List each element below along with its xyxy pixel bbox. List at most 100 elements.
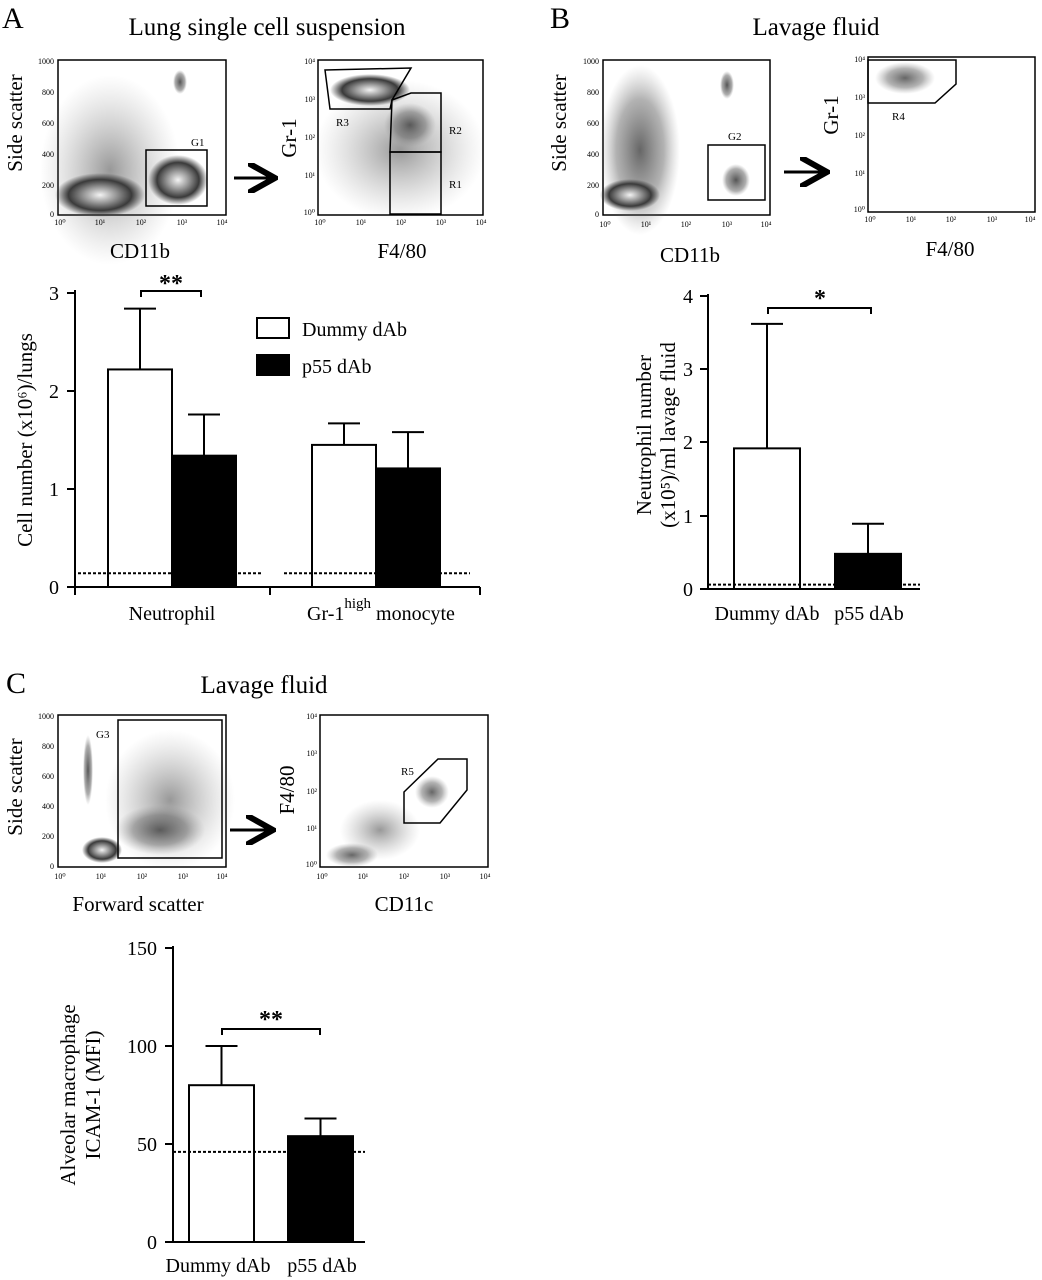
y-tick-label: 4 (683, 286, 693, 308)
x-tick: 10² (946, 215, 957, 224)
gate-g3 (117, 719, 223, 859)
y-tick-label: 2 (683, 432, 693, 454)
y-axis-label: Side scatter (3, 738, 27, 835)
panel-a-title: Lung single cell suspension (128, 14, 406, 41)
y-tick: 10³ (307, 749, 318, 758)
y-tick: 0 (50, 210, 54, 219)
y-tick-label: 0 (683, 579, 693, 601)
y-tick: 600 (42, 119, 54, 128)
y-axis-label: Gr-1 (277, 118, 301, 157)
y-tick-labels: 10⁴ 10³ 10² 10¹ 10⁰ (304, 57, 316, 217)
gate-label-r5: R5 (401, 766, 414, 778)
gate-r2 (389, 92, 442, 153)
x-axis-label: CD11b (110, 239, 170, 263)
legend: Dummy dAb p55 dAb (256, 317, 407, 378)
bar-p55 (375, 467, 441, 589)
bar-dummy (107, 368, 173, 588)
legend-swatch-dummy (256, 317, 290, 339)
x-axis-label: CD11c (375, 892, 434, 916)
y-tick: 10⁴ (854, 55, 865, 64)
y-axis-label: Side scatter (3, 74, 27, 171)
y-tick-label: 0 (49, 577, 59, 599)
y-axis-label-line2: (x10⁵)/ml lavage fluid (656, 342, 680, 528)
bar-dummy (733, 447, 801, 590)
x-tick: 10³ (987, 215, 998, 224)
y-tick: 10¹ (855, 169, 866, 178)
gate-g2 (707, 144, 766, 201)
bar-p55 (287, 1135, 354, 1244)
significance-bracket (221, 1028, 321, 1035)
x-tick-labels: 10⁰ 10¹ 10² 10³ 10⁴ (864, 215, 1035, 224)
x-tick: 10¹ (358, 872, 369, 881)
legend-label-p55: p55 dAb (302, 356, 371, 378)
x-tick: 10³ (436, 218, 447, 227)
x-tick: 10² (681, 220, 692, 229)
density-cloud (875, 62, 935, 94)
gate-g1 (145, 149, 208, 207)
y-tick-label: 2 (49, 381, 59, 403)
y-ticks (165, 947, 173, 1243)
gate-label-g1: G1 (191, 137, 204, 149)
legend-label-dummy: Dummy dAb (302, 319, 407, 341)
x-tick: 10⁴ (217, 218, 228, 227)
y-tick: 10⁴ (306, 712, 317, 721)
panel-b-scatter-gr1-f480: R4 10⁴ 10³ 10² 10¹ 10⁰ 10⁰ 10¹ 10² 10³ 1… (819, 55, 1036, 261)
y-axis-label: Cell number (x10⁶)/lungs (13, 333, 37, 547)
y-tick: 10³ (305, 95, 316, 104)
y-tick: 800 (587, 88, 599, 97)
x-category-superscript: high (344, 596, 371, 612)
y-axis-label-line1: Alveolar macrophage (56, 1004, 80, 1185)
panel-letter-c: C (6, 667, 26, 700)
panel-letter-a: A (2, 2, 24, 35)
panel-b-title: Lavage fluid (752, 14, 880, 41)
y-tick: 10³ (855, 93, 866, 102)
y-tick-label: 0 (147, 1232, 157, 1254)
x-tick: 10³ (177, 218, 188, 227)
gate-label-r2: R2 (449, 125, 462, 137)
panel-c-scatter-f480-cd11c: R5 10⁴ 10³ 10² 10¹ 10⁰ 10⁰ 10¹ 10² 10³ 1… (275, 712, 491, 916)
significance-marker: * (814, 286, 826, 312)
x-axis-label: CD11b (660, 243, 720, 267)
y-tick-labels: 1000 800 600 400 200 0 (38, 712, 54, 871)
y-ticks (67, 292, 481, 595)
y-tick: 600 (42, 772, 54, 781)
panel-a-bars (78, 307, 470, 589)
bar-p55 (834, 552, 902, 591)
panel-c-scatter-sidescatter-fsc: G3 1000 800 600 400 200 0 10⁰ 10¹ 10² 10… (3, 712, 235, 916)
y-tick-labels: 1000 800 600 400 200 0 (38, 57, 54, 219)
x-tick: 10⁴ (761, 220, 772, 229)
panel-b-bars (708, 322, 920, 591)
x-category-label: Dummy dAb (166, 1255, 271, 1277)
x-tick-labels: 10⁰ 10¹ 10² 10³ 10⁴ (54, 872, 227, 881)
panel-c-bar-chart: 150 100 50 0 Alveolar macrophage ICAM-1 … (56, 938, 365, 1277)
x-axis-label: F4/80 (377, 239, 426, 263)
x-tick: 10⁴ (476, 218, 487, 227)
y-tick-labels: 1000 800 600 400 200 0 (583, 57, 599, 219)
x-category-label: p55 dAb (287, 1255, 356, 1277)
y-tick: 200 (42, 832, 54, 841)
x-category-label-part: monocyte (376, 603, 455, 625)
density-cloud (40, 70, 208, 265)
y-tick: 10⁰ (854, 205, 865, 214)
y-tick: 600 (587, 119, 599, 128)
gate-r3 (324, 67, 413, 110)
y-tick: 400 (587, 150, 599, 159)
x-category-label-part: Gr-1 (307, 603, 344, 625)
x-tick-labels: 10⁰ 10¹ 10² 10³ 10⁴ (54, 218, 227, 227)
y-tick: 10¹ (307, 824, 318, 833)
density-cloud (600, 65, 750, 235)
y-tick-labels: 10⁴ 10³ 10² 10¹ 10⁰ (306, 712, 318, 869)
x-tick-labels: 10⁰ 10¹ 10² 10³ 10⁴ (599, 220, 771, 229)
x-tick: 10⁰ (54, 218, 65, 227)
y-tick: 800 (42, 742, 54, 751)
legend-swatch-p55 (256, 354, 290, 376)
y-tick: 10² (307, 787, 318, 796)
y-tick-label: 150 (127, 938, 157, 960)
gate-label-r1: R1 (449, 179, 462, 191)
panel-a-bar-chart: 3 2 1 0 Cell number (x10⁶)/lungs Neutrop… (13, 271, 481, 625)
x-tick: 10¹ (356, 218, 367, 227)
x-tick: 10¹ (95, 218, 106, 227)
x-tick: 10⁰ (864, 215, 875, 224)
x-tick: 10¹ (96, 872, 107, 881)
panel-c-bars (173, 1045, 365, 1244)
